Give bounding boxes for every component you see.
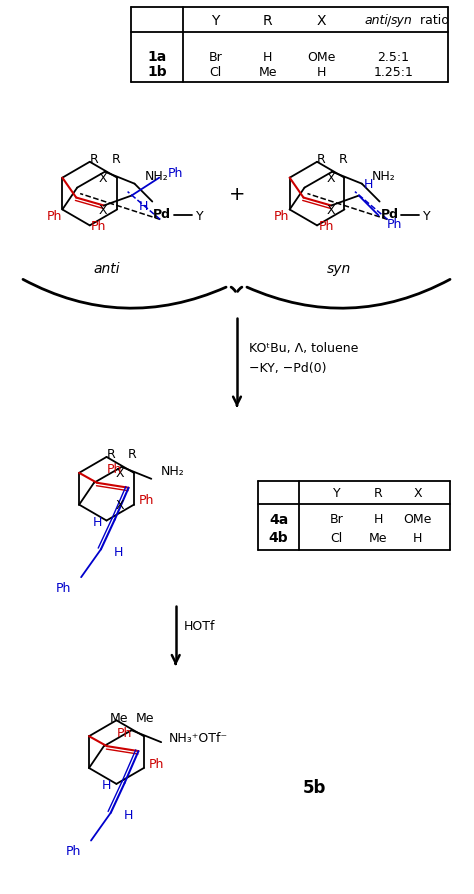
Text: Ph: Ph	[55, 581, 71, 594]
Text: Ph: Ph	[65, 844, 81, 857]
Text: Ph: Ph	[167, 167, 182, 180]
Text: Pd: Pd	[381, 207, 399, 221]
Text: Br: Br	[209, 51, 222, 63]
Text: NH₂: NH₂	[145, 170, 168, 183]
Text: anti: anti	[365, 14, 388, 27]
Text: KOᵗBu, Λ, toluene: KOᵗBu, Λ, toluene	[249, 342, 358, 355]
Text: Me: Me	[258, 66, 277, 79]
Text: /: /	[387, 14, 392, 27]
Text: X: X	[116, 499, 124, 511]
Text: 1b: 1b	[147, 65, 167, 80]
Text: 1a: 1a	[147, 50, 166, 64]
Text: R: R	[106, 448, 115, 461]
Text: H: H	[374, 512, 383, 526]
Text: Y: Y	[211, 13, 219, 28]
Text: Ph: Ph	[91, 220, 107, 232]
Text: Ph: Ph	[47, 210, 62, 223]
Text: 1.25:1: 1.25:1	[373, 66, 413, 79]
Text: NH₂: NH₂	[372, 170, 395, 183]
Text: Me: Me	[136, 711, 155, 724]
Text: X: X	[326, 204, 335, 216]
Text: syn: syn	[327, 262, 351, 276]
Text: 2.5:1: 2.5:1	[377, 51, 409, 63]
Text: Ph: Ph	[319, 220, 334, 232]
Text: OMe: OMe	[307, 51, 335, 63]
Text: NH₃⁺OTf⁻: NH₃⁺OTf⁻	[169, 731, 228, 744]
Text: syn: syn	[391, 14, 413, 27]
Text: R: R	[128, 448, 137, 461]
Text: +: +	[229, 185, 245, 204]
Text: H: H	[364, 178, 374, 191]
Text: X: X	[99, 172, 108, 185]
Text: 5b: 5b	[302, 778, 326, 796]
Text: H: H	[263, 51, 273, 63]
Text: X: X	[99, 204, 108, 216]
Text: R: R	[317, 153, 326, 166]
Text: Y: Y	[423, 210, 431, 223]
Text: R: R	[374, 486, 383, 500]
Text: ratio: ratio	[416, 14, 449, 27]
Text: H: H	[114, 545, 123, 558]
Text: anti: anti	[93, 262, 120, 276]
Text: −KY, −Pd(0): −KY, −Pd(0)	[249, 361, 327, 375]
Text: X: X	[316, 13, 326, 28]
Text: Y: Y	[333, 486, 341, 500]
Text: Cl: Cl	[331, 531, 343, 544]
Text: H: H	[413, 531, 422, 544]
Text: Ph: Ph	[107, 463, 122, 476]
Text: Cl: Cl	[209, 66, 221, 79]
Text: OMe: OMe	[404, 512, 432, 526]
Text: Br: Br	[330, 512, 344, 526]
Text: Me: Me	[109, 711, 128, 724]
Text: Ph: Ph	[117, 726, 132, 738]
Text: X: X	[326, 172, 335, 185]
Text: Me: Me	[369, 531, 388, 544]
Text: Ph: Ph	[387, 217, 402, 231]
Text: X: X	[116, 467, 124, 480]
Text: H: H	[124, 808, 133, 822]
Text: R: R	[111, 153, 120, 166]
Text: H: H	[102, 779, 111, 791]
Text: H: H	[316, 66, 326, 79]
Text: 4a: 4a	[269, 512, 288, 526]
Text: Ph: Ph	[148, 756, 164, 770]
Text: NH₂: NH₂	[161, 465, 185, 477]
Text: R: R	[90, 153, 99, 166]
Text: Ph: Ph	[139, 493, 154, 507]
Text: H: H	[139, 199, 148, 213]
Text: X: X	[413, 486, 422, 500]
Text: R: R	[263, 13, 273, 28]
Text: 4b: 4b	[269, 531, 288, 544]
Text: HOTf: HOTf	[183, 620, 215, 633]
Text: H: H	[92, 516, 101, 528]
Text: R: R	[338, 153, 347, 166]
Text: Y: Y	[196, 210, 203, 223]
Text: Pd: Pd	[153, 207, 171, 221]
Text: Ph: Ph	[274, 210, 290, 223]
